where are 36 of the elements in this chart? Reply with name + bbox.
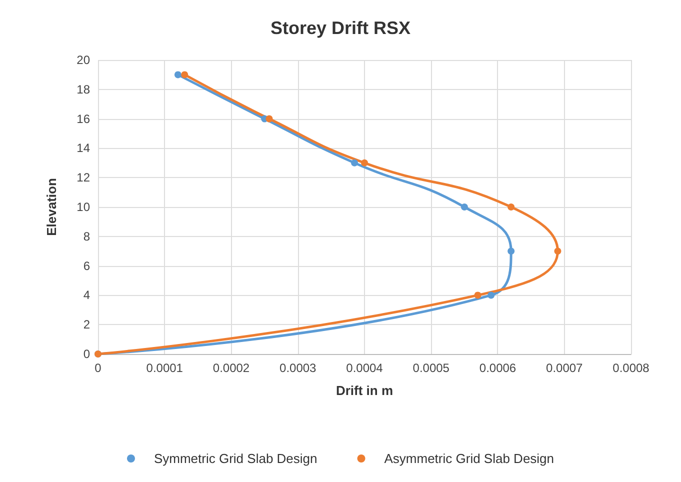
x-tick-label: 0 — [94, 361, 102, 375]
x-tick-label: 0.0003 — [280, 361, 317, 375]
y-tick-label: 14 — [76, 141, 90, 156]
x-tick-label: 0.0002 — [212, 361, 250, 375]
x-tick-label: 0.0006 — [479, 361, 516, 375]
legend-label: Asymmetric Grid Slab Design — [384, 451, 554, 466]
point — [351, 159, 358, 166]
y-tick-label: 10 — [76, 200, 90, 214]
point — [361, 159, 368, 166]
y-tick-label: 2 — [83, 318, 90, 332]
point — [508, 204, 515, 210]
point — [488, 292, 495, 299]
y-tick-label: 4 — [83, 288, 90, 302]
y-tick-label: 6 — [83, 258, 90, 273]
x-tick-label: 0.0007 — [546, 361, 584, 375]
point — [266, 115, 273, 122]
y-tick-label: 18 — [76, 82, 90, 96]
y-tick-label: 20 — [76, 53, 90, 67]
x-tick-label: 0.0001 — [146, 361, 184, 375]
point — [554, 248, 562, 255]
x-tick-label: 0.0008 — [612, 361, 650, 375]
point — [460, 204, 468, 210]
y-axis-title: Elevation — [44, 178, 59, 236]
chart-title: Storey Drift RSX — [270, 18, 411, 38]
legend-label: Symmetric Grid Slab Design — [154, 451, 318, 466]
x-tick-label: 0.0004 — [346, 361, 384, 375]
y-tick-label: 16 — [76, 112, 90, 126]
x-tick-label: 0.0005 — [412, 361, 450, 375]
x-axis-title: Drift in m — [336, 383, 394, 398]
point — [508, 248, 515, 255]
y-tick-label: 0 — [83, 347, 90, 361]
y-tick-label: 8 — [83, 229, 90, 244]
point — [174, 71, 182, 78]
point — [181, 71, 188, 78]
point — [474, 292, 482, 299]
y-tick-label: 12 — [76, 170, 90, 185]
